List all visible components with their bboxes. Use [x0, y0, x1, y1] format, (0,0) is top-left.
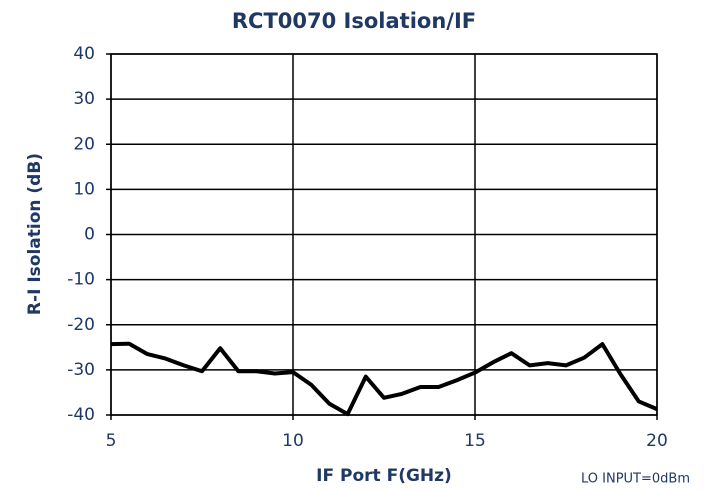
- x-tick-label: 20: [646, 431, 668, 451]
- y-axis-label: R-I Isolation (dB): [25, 153, 45, 315]
- x-axis-label: IF Port F(GHz): [316, 466, 452, 486]
- x-tick-label: 15: [464, 431, 486, 451]
- data-line: [110, 341, 658, 417]
- x-tick-label: 10: [282, 431, 304, 451]
- x-tick-label: 5: [106, 431, 117, 451]
- y-tick-label: 30: [73, 89, 95, 109]
- y-tick-label: 20: [73, 134, 95, 154]
- annotation: LO INPUT=0dBm: [581, 472, 690, 487]
- y-tick-label: 0: [84, 225, 95, 245]
- y-tick-label: 40: [73, 44, 95, 64]
- y-tick-label: -30: [67, 360, 95, 380]
- plot-border: [110, 53, 658, 416]
- y-tick-label: -10: [67, 270, 95, 290]
- y-tick-label: -40: [67, 405, 95, 425]
- y-tick-label: -20: [67, 315, 95, 335]
- y-tick-label: 10: [73, 179, 95, 199]
- chart-title: RCT0070 Isolation/IF: [232, 9, 476, 33]
